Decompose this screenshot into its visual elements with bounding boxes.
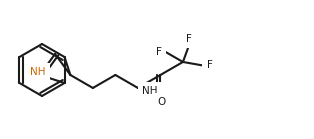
- Text: F: F: [186, 34, 192, 44]
- Text: O: O: [157, 97, 165, 107]
- Text: NH: NH: [142, 86, 157, 96]
- Text: F: F: [207, 60, 213, 70]
- Text: F: F: [156, 47, 162, 57]
- Text: NH: NH: [30, 67, 46, 77]
